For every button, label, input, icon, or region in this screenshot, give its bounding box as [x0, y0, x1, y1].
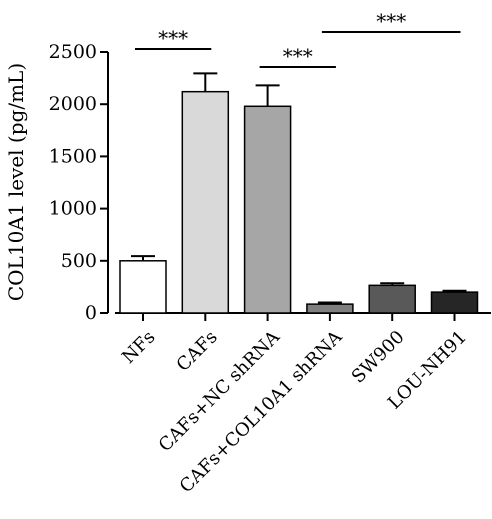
bar [181, 90, 230, 314]
bar [306, 303, 354, 314]
x-tick-label: SW900 [348, 327, 409, 388]
bar [430, 291, 479, 314]
y-tick-label: 1500 [49, 145, 97, 167]
y-tick-label: 0 [85, 302, 97, 324]
bar [119, 260, 167, 314]
x-tick-label: CAFs [173, 327, 222, 376]
significance-label: *** [283, 44, 313, 68]
bar [368, 284, 416, 314]
x-tick-label: CAFs+NC shRNA [155, 326, 285, 456]
y-tick-label: 1000 [49, 198, 97, 220]
y-tick-label: 500 [61, 250, 97, 272]
significance-label: *** [376, 9, 406, 33]
x-tick-label: NFs [118, 327, 159, 368]
y-tick-label: 2500 [49, 41, 97, 63]
y-axis-label: COL10A1 level (pg/mL) [4, 63, 28, 301]
significance-label: *** [158, 26, 188, 50]
y-tick-label: 2000 [49, 93, 97, 115]
bar [243, 105, 292, 314]
